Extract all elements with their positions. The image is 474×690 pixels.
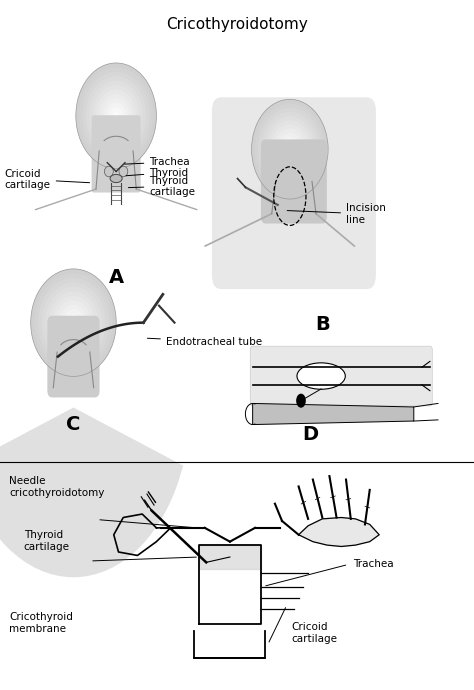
Ellipse shape [76, 63, 156, 168]
Ellipse shape [110, 175, 122, 183]
Polygon shape [299, 518, 379, 546]
Ellipse shape [38, 278, 109, 368]
FancyBboxPatch shape [91, 115, 141, 193]
Text: A: A [109, 268, 124, 287]
Ellipse shape [92, 85, 140, 146]
Text: Needle
cricothyroidotomy: Needle cricothyroidotomy [9, 476, 105, 497]
Ellipse shape [113, 111, 119, 120]
Text: Thyroid: Thyroid [126, 168, 189, 177]
Text: Incision
line: Incision line [287, 203, 386, 225]
Ellipse shape [271, 124, 309, 174]
FancyBboxPatch shape [212, 97, 376, 289]
Text: Endotracheal tube: Endotracheal tube [147, 337, 262, 346]
Ellipse shape [267, 120, 312, 178]
Ellipse shape [45, 287, 102, 359]
Ellipse shape [264, 116, 315, 182]
Ellipse shape [66, 314, 81, 332]
Wedge shape [0, 408, 183, 578]
Ellipse shape [96, 89, 137, 142]
Text: Trachea: Trachea [353, 560, 394, 569]
Ellipse shape [258, 108, 322, 190]
FancyBboxPatch shape [250, 346, 432, 406]
Ellipse shape [63, 309, 84, 336]
Text: Cricothyroid
membrane: Cricothyroid membrane [9, 612, 73, 633]
Ellipse shape [261, 112, 319, 186]
Text: Cricoid
cartilage: Cricoid cartilage [5, 168, 90, 190]
Ellipse shape [89, 81, 143, 151]
Ellipse shape [100, 94, 133, 138]
Text: Thyroid
cartilage: Thyroid cartilage [128, 175, 195, 197]
Ellipse shape [119, 166, 128, 177]
Ellipse shape [48, 291, 99, 354]
Ellipse shape [104, 166, 113, 177]
Ellipse shape [31, 269, 116, 377]
FancyBboxPatch shape [261, 139, 327, 224]
Text: D: D [302, 425, 319, 444]
Ellipse shape [255, 104, 325, 195]
FancyBboxPatch shape [47, 316, 100, 397]
Ellipse shape [280, 137, 300, 161]
Text: C: C [66, 415, 81, 434]
Ellipse shape [70, 318, 77, 327]
Ellipse shape [287, 145, 293, 153]
Ellipse shape [41, 282, 106, 363]
Circle shape [296, 393, 306, 408]
Ellipse shape [252, 99, 328, 199]
Text: Thyroid
cartilage: Thyroid cartilage [24, 530, 70, 551]
Ellipse shape [109, 107, 123, 124]
Ellipse shape [34, 273, 113, 372]
Ellipse shape [82, 72, 150, 159]
Ellipse shape [52, 296, 95, 350]
Polygon shape [199, 545, 261, 569]
Text: Cricothyroidotomy: Cricothyroidotomy [166, 17, 308, 32]
Ellipse shape [55, 300, 91, 345]
Ellipse shape [277, 132, 302, 166]
Ellipse shape [274, 128, 306, 170]
Text: Cricoid
cartilage: Cricoid cartilage [292, 622, 337, 644]
Ellipse shape [103, 98, 129, 133]
Ellipse shape [79, 68, 153, 164]
Ellipse shape [59, 305, 88, 341]
Text: B: B [315, 315, 330, 334]
Ellipse shape [106, 103, 126, 129]
Text: Trachea: Trachea [125, 157, 190, 167]
Ellipse shape [297, 363, 345, 389]
Polygon shape [253, 404, 414, 424]
Ellipse shape [283, 141, 296, 157]
Ellipse shape [86, 76, 146, 155]
